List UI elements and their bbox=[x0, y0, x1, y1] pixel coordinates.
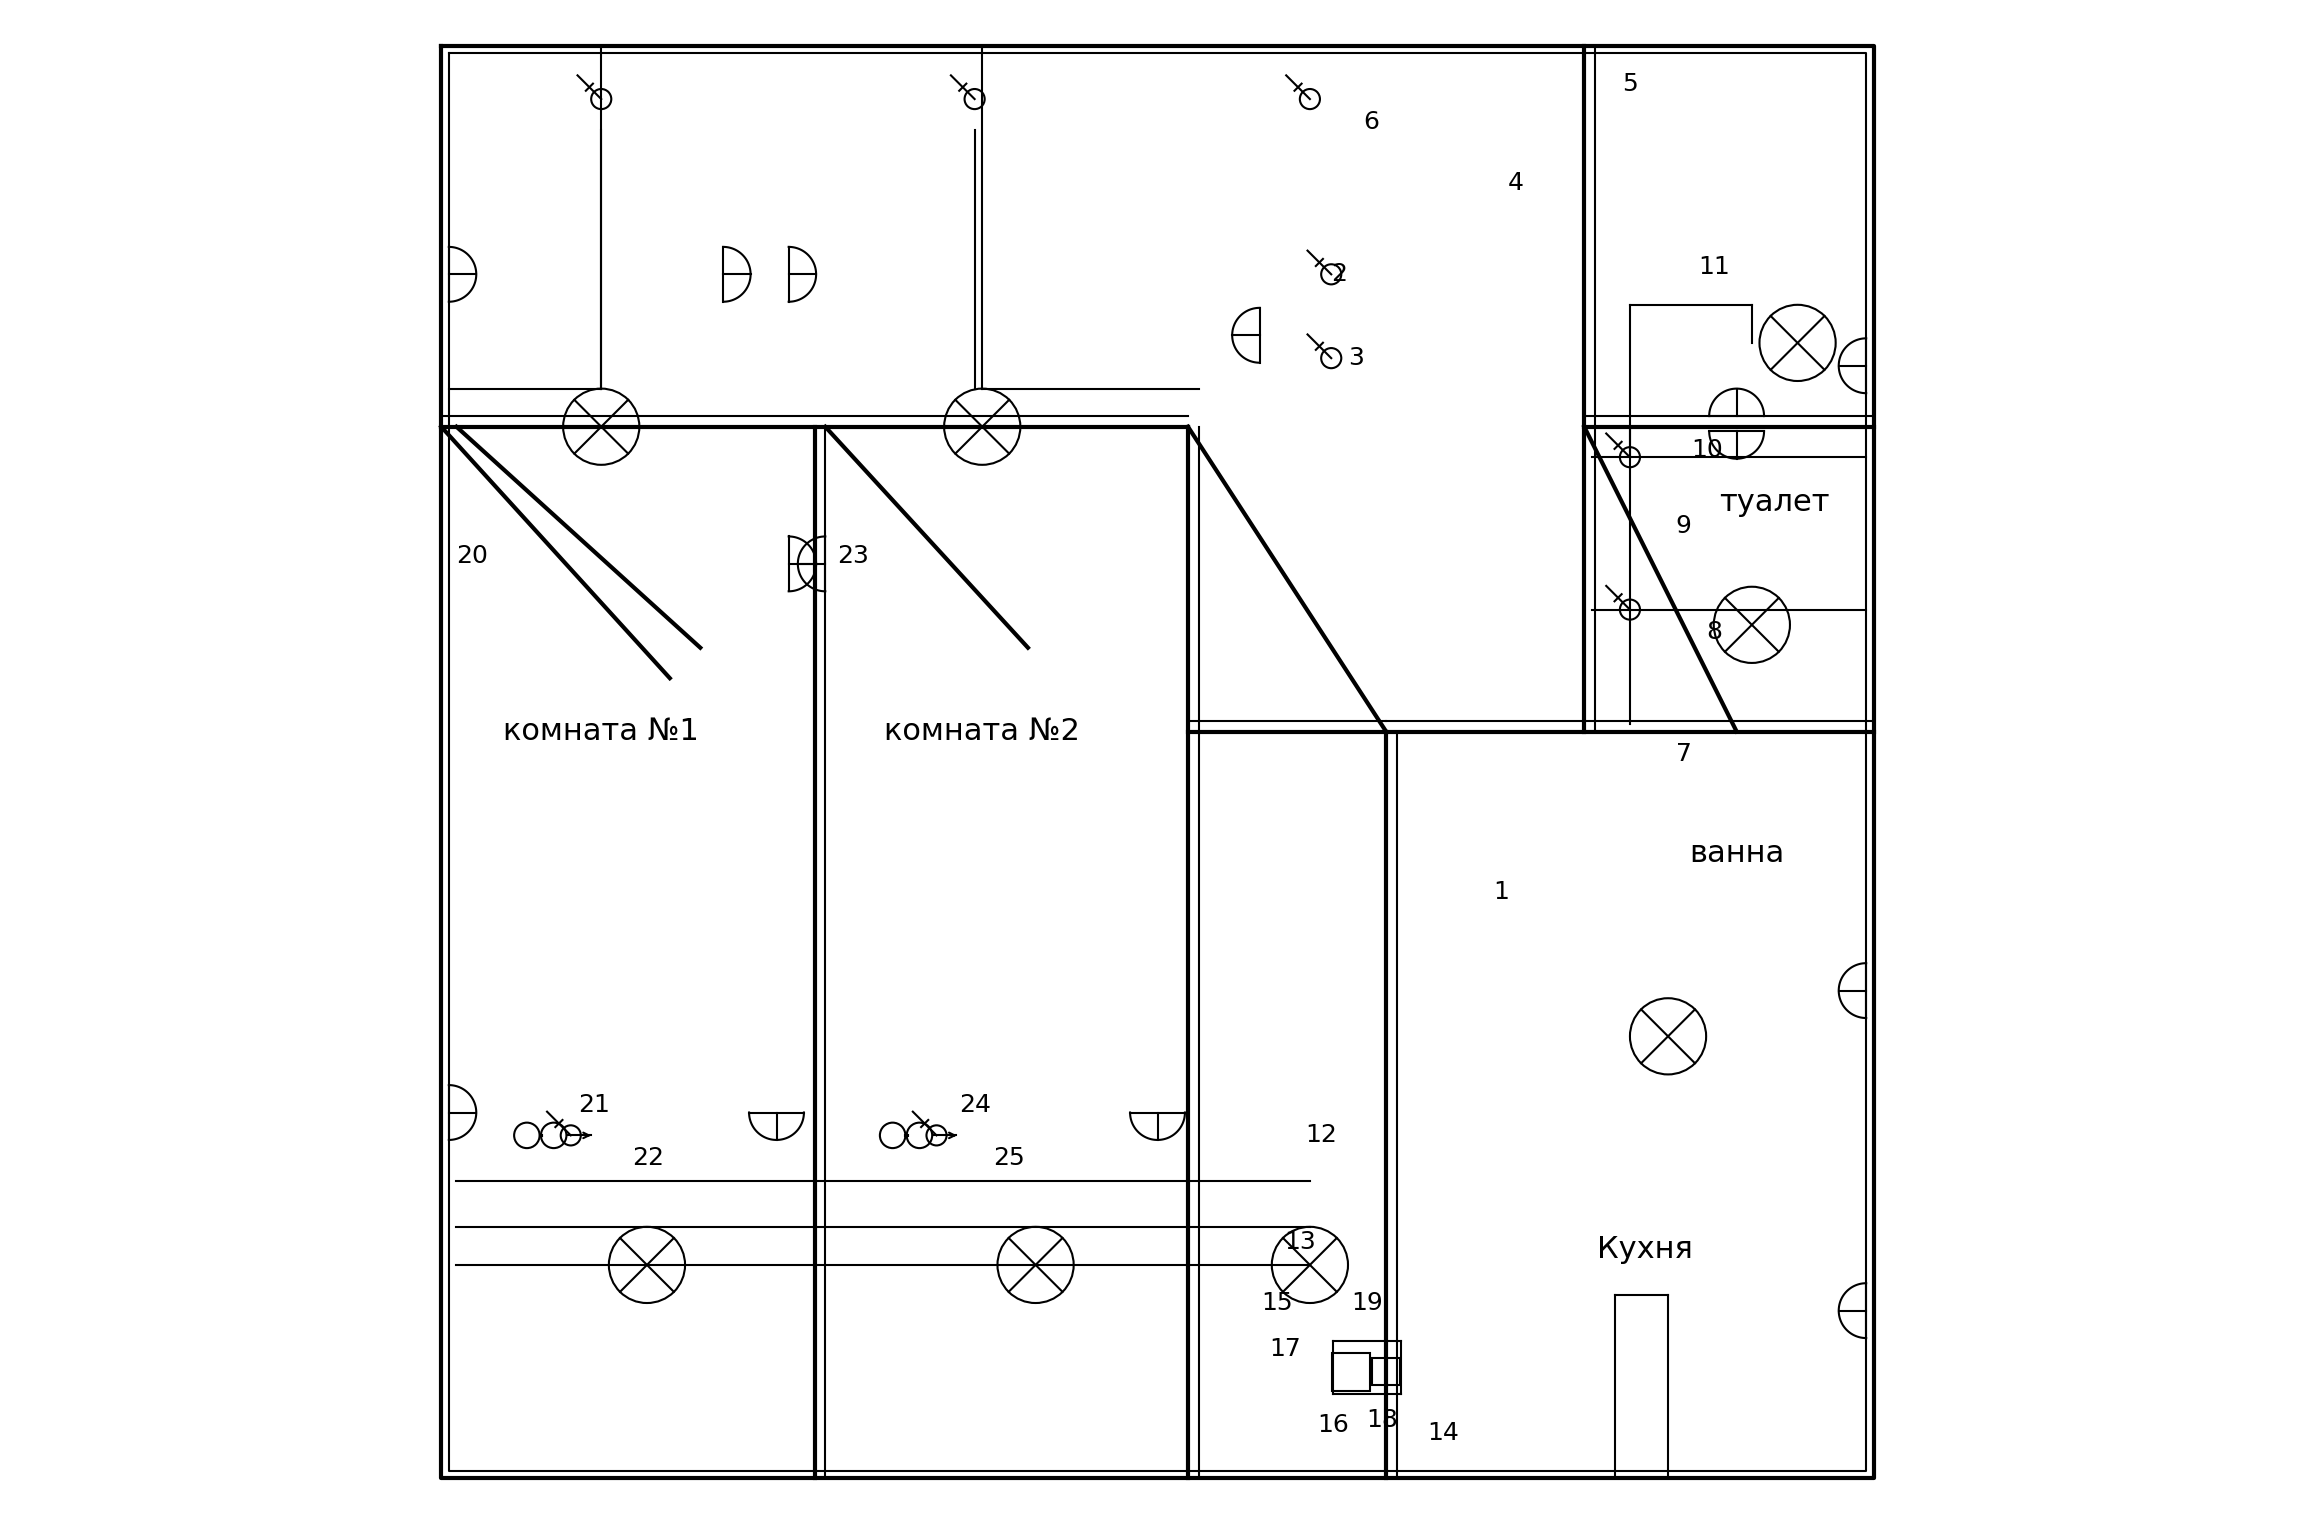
Text: комната №1: комната №1 bbox=[502, 716, 699, 747]
Text: 6: 6 bbox=[1364, 110, 1380, 134]
Text: 3: 3 bbox=[1347, 346, 1364, 370]
Text: 2: 2 bbox=[1331, 262, 1347, 287]
Bar bbox=[1331, 1353, 1370, 1390]
Text: 11: 11 bbox=[1699, 255, 1729, 279]
Text: 4: 4 bbox=[1507, 171, 1523, 195]
Text: 10: 10 bbox=[1690, 437, 1722, 462]
Text: 23: 23 bbox=[838, 544, 870, 568]
Text: туалет: туалет bbox=[1720, 488, 1829, 518]
Text: 20: 20 bbox=[456, 544, 488, 568]
Text: 14: 14 bbox=[1428, 1420, 1458, 1445]
Text: 19: 19 bbox=[1352, 1291, 1382, 1315]
Text: Кухня: Кухня bbox=[1597, 1234, 1692, 1265]
Text: 9: 9 bbox=[1676, 514, 1692, 538]
Text: 5: 5 bbox=[1623, 72, 1639, 96]
Text: 18: 18 bbox=[1366, 1408, 1398, 1433]
Text: 8: 8 bbox=[1706, 620, 1722, 645]
Text: 24: 24 bbox=[958, 1093, 991, 1117]
Text: ванна: ванна bbox=[1690, 838, 1785, 869]
Text: комната №2: комната №2 bbox=[884, 716, 1081, 747]
Text: 25: 25 bbox=[993, 1146, 1026, 1170]
Bar bbox=[1373, 1358, 1401, 1385]
Text: 1: 1 bbox=[1493, 879, 1509, 904]
Text: 16: 16 bbox=[1317, 1413, 1350, 1437]
Text: 22: 22 bbox=[632, 1146, 664, 1170]
Text: 7: 7 bbox=[1676, 742, 1692, 767]
Text: 12: 12 bbox=[1306, 1123, 1338, 1148]
Text: 15: 15 bbox=[1262, 1291, 1292, 1315]
Text: 21: 21 bbox=[579, 1093, 611, 1117]
Text: 17: 17 bbox=[1269, 1337, 1301, 1361]
Text: 13: 13 bbox=[1285, 1230, 1315, 1254]
